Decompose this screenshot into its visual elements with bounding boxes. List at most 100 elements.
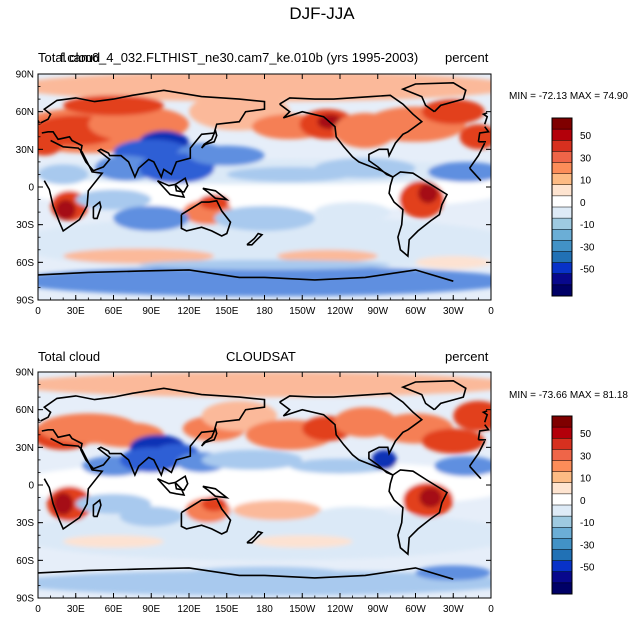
panel1-coastline-borneo (174, 176, 189, 193)
panel2-lat-label: 90S (16, 594, 34, 605)
panel1-colorbar-swatch (552, 162, 572, 174)
panel2-lon-label: 150W (289, 604, 316, 615)
panel2-contour-region (201, 449, 303, 470)
panel1-left-label: Total cloud (38, 50, 101, 65)
panel1-colorbar-swatch (552, 284, 572, 297)
panel1-coastline-nz (246, 232, 264, 246)
panel1-units-label: percent (445, 50, 489, 65)
panel1-coastline-greenland (400, 81, 467, 113)
panel1-colorbar-label: 50 (580, 131, 592, 142)
panel1-contour-region (38, 74, 491, 102)
panel1-coastline-newguinea (202, 187, 230, 201)
panel1-colorbar-swatch (552, 273, 572, 286)
panel2-contour-region (189, 566, 340, 580)
panel2-coastline-antarctica (38, 567, 265, 577)
panel1-lat-label: 60S (16, 258, 34, 269)
panel2-colorbar-swatch (552, 516, 572, 528)
panel2-coastline-nz (246, 530, 264, 544)
panel2-coastline-namerica (279, 392, 424, 476)
panel2-contour-region (233, 500, 322, 521)
panel2-lat-label: 30N (16, 443, 34, 454)
panel2-coastline-newguinea (202, 485, 230, 499)
panel1-contour-region (63, 248, 215, 264)
panel1-lat-label: 90N (16, 70, 34, 81)
panel2-lon-label: 60E (105, 604, 123, 615)
panel2-coastline-eurasia (40, 387, 266, 478)
panel2-lon-label: 0 (35, 604, 41, 615)
panel1-lon-label: 90E (142, 306, 160, 317)
panel1-coastline-australia (180, 199, 232, 237)
panel2-lon-label: 120E (177, 604, 201, 615)
panel2-lat-label: 60N (16, 405, 34, 416)
panel1-colorbar-swatch (552, 207, 572, 219)
panel2-colorbar-label: 30 (580, 451, 592, 462)
panel2-left-label: Total cloud (38, 349, 101, 364)
panel1-lat-label: 0 (28, 183, 34, 194)
panel1-contour-region (189, 145, 265, 166)
panel1-contour-region (55, 199, 76, 220)
panel2-coastline-greenland (400, 379, 467, 411)
panel2-coastline-madagascar (92, 498, 102, 518)
panel1-contour-region (415, 256, 491, 269)
panel2-colorbar-swatch (552, 438, 572, 450)
panel1-contour-region (38, 164, 89, 185)
panel1-lon-label: 60W (405, 306, 426, 317)
panel1-stats: MIN = -72.13 MAX = 74.90 (509, 91, 628, 102)
panel2-colorbar-label: 0 (580, 496, 586, 507)
panel2-colorbar-swatch (552, 527, 572, 539)
panel2-coastline-africa (43, 437, 104, 531)
panel1-coastline-indonesia (156, 179, 186, 199)
panel1-lon-label: 90W (367, 306, 388, 317)
panel2-colorbar-swatch (552, 449, 572, 461)
panel2-colorbar-swatch (552, 427, 572, 439)
panel1-lat-label: 30S (16, 220, 34, 231)
panel2-colorbar-swatch (552, 560, 572, 573)
panel1-contour-region (113, 205, 189, 231)
panel2-contour-region (314, 506, 391, 527)
panel2-coastline-samerica (388, 469, 449, 556)
panel1-colorbar-swatch (552, 251, 572, 263)
panel1-colorbar-label: -10 (580, 220, 595, 231)
panel2-coastline-japan (200, 426, 218, 447)
panel2-coastline-africa (469, 465, 482, 480)
panel2-lon-label: 0 (488, 604, 494, 615)
panel2-colorbar-swatch (552, 538, 572, 550)
panel1-lon-label: 60E (105, 306, 123, 317)
panel2-lon-label: 90W (367, 604, 388, 615)
panel1-coastline-africa (469, 167, 482, 182)
panel1-contour-region (94, 155, 158, 181)
panel2-contour-region (38, 570, 491, 596)
panel1-contour-region (421, 99, 485, 125)
panel2-colorbar-label: -50 (580, 563, 595, 574)
panel2-contour-region (119, 447, 183, 473)
panel1-colorbar-swatch (552, 195, 572, 208)
panel1-contour-region (38, 266, 491, 297)
panel2-contour-region (453, 400, 491, 432)
panel1-coastline-japan (200, 128, 218, 149)
panel2-colorbar: 50 30 10 0 -10 -30 -50 (551, 415, 595, 595)
panel2-colorbar-swatch (552, 571, 572, 584)
panel1-coastline-africa (43, 139, 104, 233)
panel2-coastline-africa (468, 440, 486, 467)
panel1-contour-region (138, 259, 391, 270)
panel2-coastline-australia (180, 497, 232, 535)
panel2-colorbar-label: 50 (580, 429, 592, 440)
panel1-contour-region (314, 202, 391, 223)
panel2-coastline-indonesia (156, 477, 186, 497)
panel1-colorbar-swatch (552, 240, 572, 252)
panel1-lon-label: 30E (67, 306, 85, 317)
panel1-lon-label: 120W (327, 306, 354, 317)
panel1-lat-label: 90S (16, 296, 34, 307)
panel2-colorbar-swatch (552, 505, 572, 517)
panel2-lat-label: 0 (28, 481, 34, 492)
panel2-contour-region (53, 492, 74, 516)
panel1-colorbar-label: 30 (580, 153, 592, 164)
panel2-coastline-antarctica (264, 567, 454, 580)
panel2-lon-label: 30W (443, 604, 464, 615)
panel2-lon-label: 90E (142, 604, 160, 615)
panel1-lon-label: 0 (488, 306, 494, 317)
panel1-colorbar-swatch (552, 173, 572, 186)
